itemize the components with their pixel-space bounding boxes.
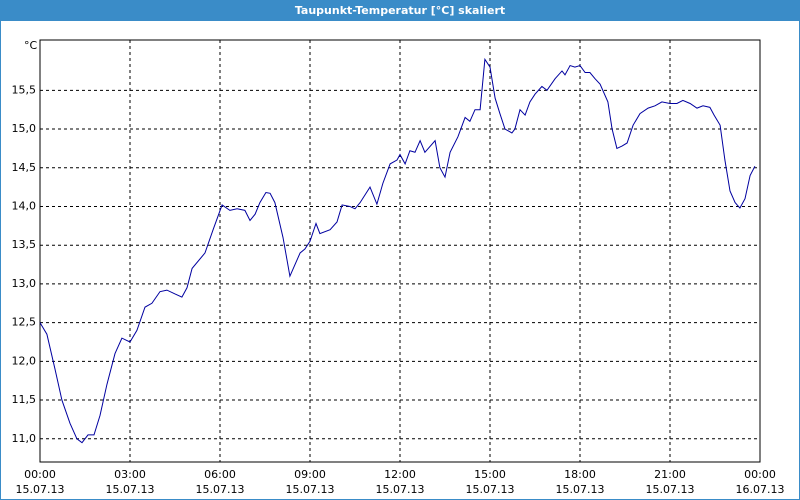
x-tick-label: 09:00 15.07.13 — [285, 468, 335, 496]
y-tick-label: 14,0 — [12, 199, 37, 212]
y-tick-label: 13,5 — [12, 238, 37, 251]
title-bar: Taupunkt-Temperatur [°C] skaliert — [1, 1, 799, 21]
y-tick-label: 12,0 — [12, 354, 37, 367]
y-axis-label: °C — [24, 39, 38, 52]
y-tick-label: 11,5 — [12, 393, 37, 406]
y-tick-label: 14,5 — [12, 161, 37, 174]
y-tick-label: 15,0 — [12, 122, 37, 135]
plot-frame — [39, 39, 761, 463]
y-tick-label: 13,0 — [12, 277, 37, 290]
x-tick-label: 12:00 15.07.13 — [375, 468, 425, 496]
y-tick-label: 12,5 — [12, 316, 37, 329]
x-tick-label: 00:00 15.07.13 — [15, 468, 65, 496]
y-tick-label: 15,5 — [12, 83, 37, 96]
x-tick-label: 00:00 16.07.13 — [735, 468, 785, 496]
x-tick-label: 06:00 15.07.13 — [195, 468, 245, 496]
y-tick-label: 11,0 — [12, 432, 37, 445]
x-tick-label: 15:00 15.07.13 — [465, 468, 515, 496]
data-line — [39, 57, 756, 444]
x-tick-label: 21:00 15.07.13 — [645, 468, 695, 496]
x-tick-label: 03:00 15.07.13 — [105, 468, 155, 496]
x-tick-label: 18:00 15.07.13 — [555, 468, 605, 496]
